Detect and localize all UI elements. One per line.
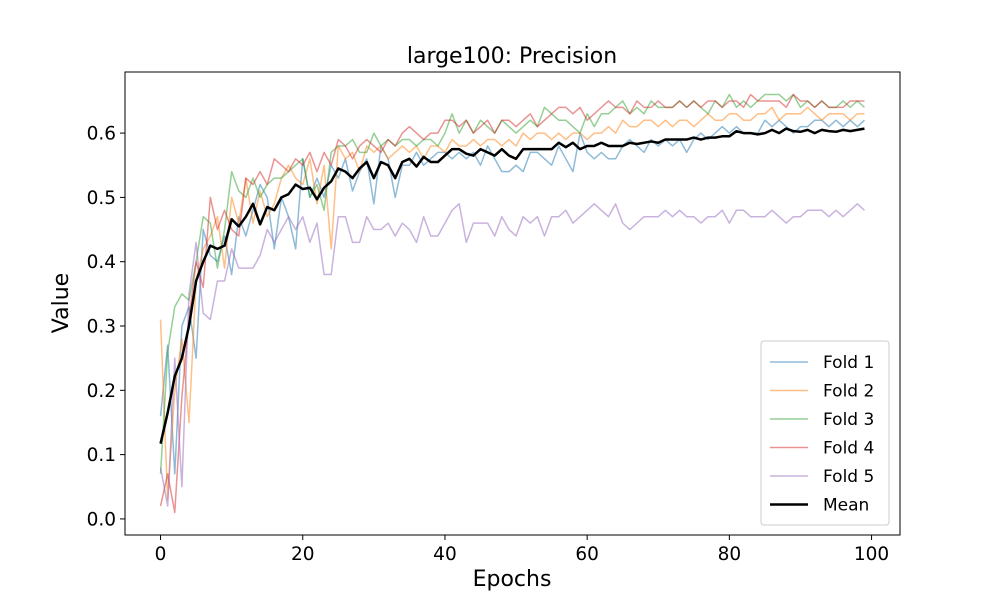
- x-tick-label: 60: [575, 544, 599, 565]
- series-line-mean: [159, 127, 865, 444]
- x-axis-label: Epochs: [473, 567, 552, 592]
- legend-label: Fold 3: [823, 410, 874, 430]
- y-axis-label: Value: [49, 273, 74, 333]
- x-tick-label: 40: [433, 544, 457, 565]
- series-line-fold-2: [159, 106, 865, 501]
- legend: Fold 1 Fold 2 Fold 3 Fold 4 Fold 5 Mean: [760, 340, 890, 526]
- x-axis: 0 20 40 60 80 100: [155, 535, 889, 565]
- x-tick-label: 100: [854, 544, 889, 565]
- legend-label: Fold 2: [823, 382, 874, 402]
- legend-label: Fold 5: [823, 467, 874, 487]
- y-tick-label: 0.2: [87, 381, 116, 402]
- y-tick-label: 0.0: [87, 509, 116, 530]
- y-tick-label: 0.6: [87, 124, 116, 145]
- y-axis: 0.0 0.1 0.2 0.3 0.4 0.5 0.6: [87, 124, 125, 530]
- legend-box: [760, 340, 890, 526]
- axes-frame: [124, 71, 901, 536]
- series-layer: [159, 93, 865, 514]
- x-tick-label: 0: [155, 544, 167, 565]
- y-tick-label: 0.1: [87, 445, 116, 466]
- legend-label: Fold 4: [823, 439, 874, 459]
- y-tick-label: 0.3: [87, 317, 116, 338]
- chart-title: large100: Precision: [407, 44, 617, 69]
- y-tick-label: 0.5: [87, 188, 116, 209]
- series-line-fold-5: [159, 203, 865, 507]
- series-line-fold-3: [159, 93, 865, 474]
- y-tick-label: 0.4: [87, 252, 116, 273]
- legend-label: Mean: [823, 496, 869, 516]
- x-tick-label: 20: [291, 544, 315, 565]
- series-line-fold-4: [159, 93, 865, 514]
- legend-label: Fold 1: [823, 353, 874, 373]
- x-tick-label: 80: [718, 544, 742, 565]
